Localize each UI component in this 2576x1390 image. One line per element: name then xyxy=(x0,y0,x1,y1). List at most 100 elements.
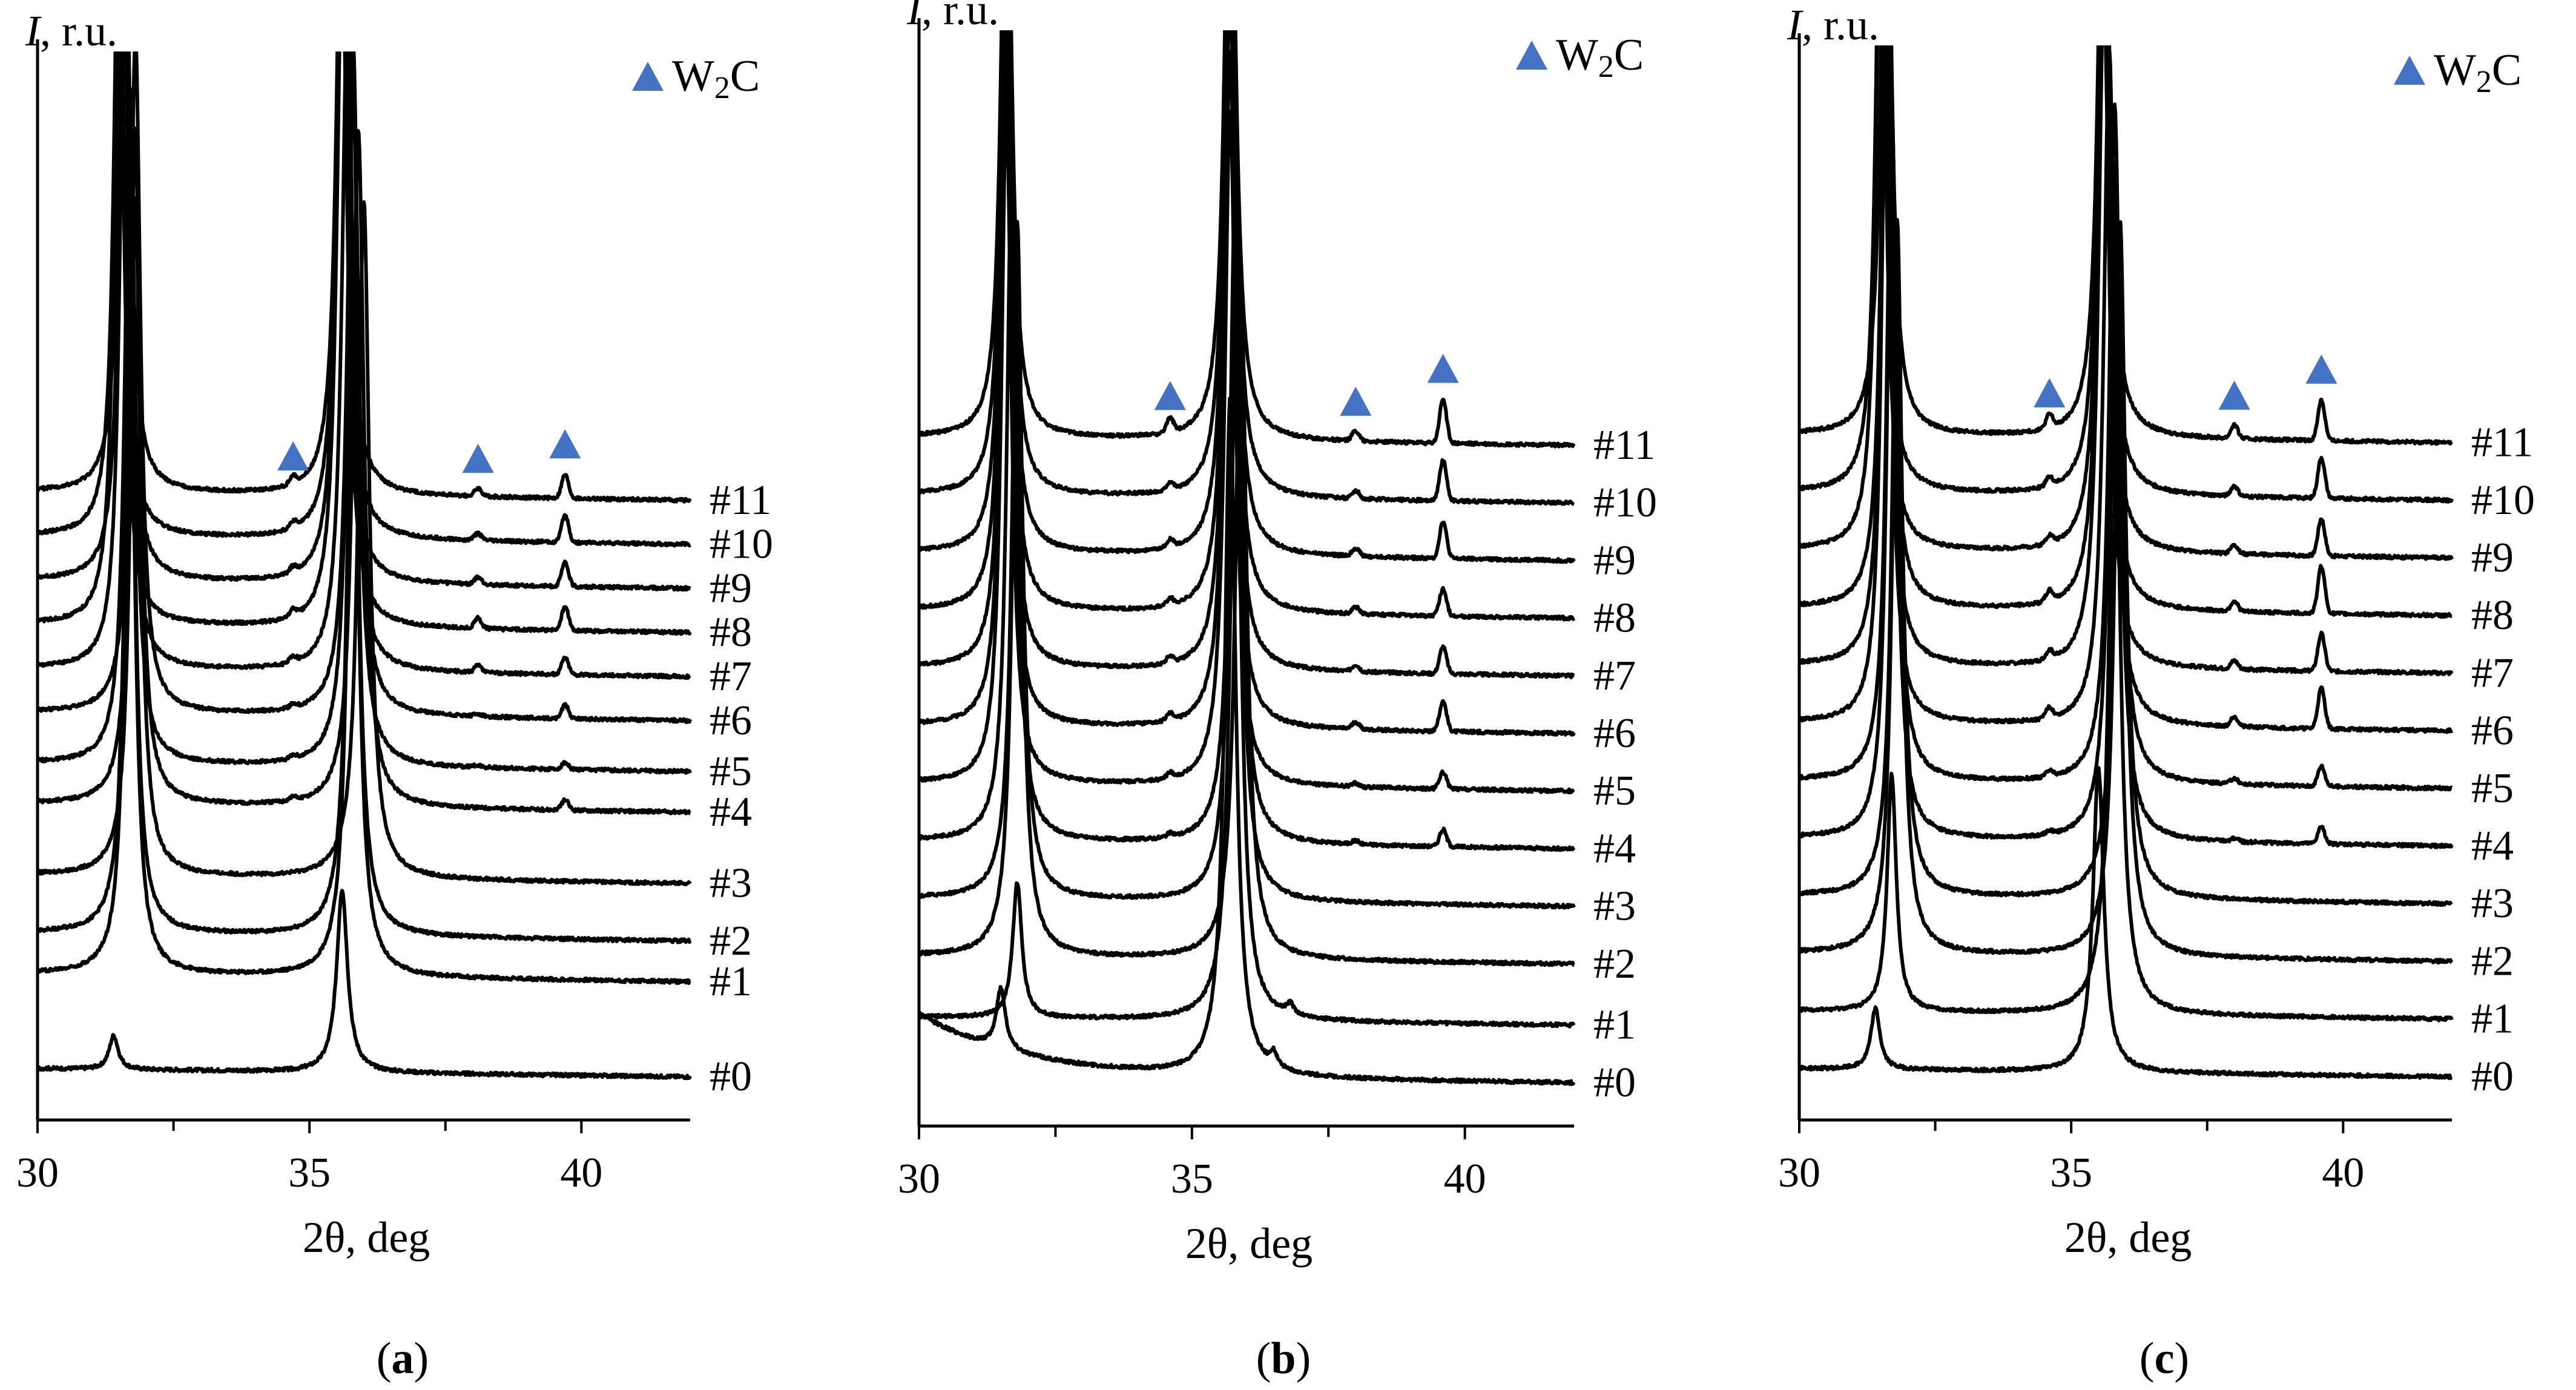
trace-n1 xyxy=(1799,335,2454,1023)
sample-label: #9 xyxy=(710,565,752,611)
trace-n10 xyxy=(1799,45,2454,504)
legend-w: W xyxy=(2434,45,2476,95)
sample-label: #0 xyxy=(1593,1059,1636,1106)
y-axis-unit: , r.u. xyxy=(1802,1,1879,49)
legend-label: W2C xyxy=(2434,45,2522,99)
x-tick-label: 30 xyxy=(16,1150,59,1196)
legend-triangle-icon xyxy=(2394,56,2425,85)
subfigure-letter: a xyxy=(392,1334,414,1383)
sample-label: #0 xyxy=(2471,1053,2514,1100)
trace-n1 xyxy=(38,295,691,986)
trace-n11 xyxy=(38,51,692,504)
y-axis-symbol: I xyxy=(906,0,923,34)
y-axis-title: I, r.u. xyxy=(906,0,999,34)
sample-label: #7 xyxy=(1593,653,1636,699)
x-tick-label: 30 xyxy=(1778,1150,1820,1196)
sample-label: #9 xyxy=(2471,535,2514,581)
sample-label: #8 xyxy=(2471,592,2514,639)
sample-label: #10 xyxy=(2471,477,2535,524)
y-axis-symbol: I xyxy=(1787,1,1804,49)
sample-label: #1 xyxy=(2471,996,2514,1042)
sample-label: #6 xyxy=(710,697,752,744)
trace-group xyxy=(38,51,692,1081)
x-tick-label: 40 xyxy=(2322,1150,2364,1196)
x-tick-label: 30 xyxy=(898,1156,940,1202)
trace-n8 xyxy=(1799,45,2453,619)
trace-n9 xyxy=(1799,45,2454,561)
x-axis-title: 2θ, deg xyxy=(1185,1219,1313,1268)
trace-n6 xyxy=(1799,45,2454,734)
triangle-icon xyxy=(1154,381,1186,410)
x-axis-title: 2θ, deg xyxy=(303,1213,430,1262)
triangle-icon xyxy=(462,443,494,473)
y-axis-unit: , r.u. xyxy=(921,0,999,34)
sample-label: #6 xyxy=(2471,708,2514,754)
x-tick-label: 40 xyxy=(560,1150,602,1196)
trace-n10 xyxy=(919,30,1575,506)
subfigure-label: (a) xyxy=(377,1334,429,1383)
sample-label: #8 xyxy=(710,609,752,656)
subfigure-label: (c) xyxy=(2140,1334,2189,1383)
y-axis-title: I, r.u. xyxy=(25,7,117,55)
trace-n4 xyxy=(919,164,1576,852)
subfigure-letter: b xyxy=(1271,1334,1296,1383)
sample-label: #0 xyxy=(710,1053,752,1100)
legend-label: W2C xyxy=(1556,30,1644,84)
legend-sub: 2 xyxy=(1598,50,1614,84)
sample-label: #5 xyxy=(2471,765,2514,812)
y-axis-symbol: I xyxy=(25,7,42,55)
legend-label: W2C xyxy=(672,51,760,105)
triangle-icon xyxy=(1340,386,1372,416)
sample-label: #6 xyxy=(1593,710,1636,757)
trace-n0 xyxy=(919,397,1576,1086)
x-axis-title: 2θ, deg xyxy=(2064,1213,2192,1262)
trace-n0 xyxy=(1799,766,2453,1081)
sample-label: #10 xyxy=(710,521,773,568)
legend-triangle-icon xyxy=(632,62,664,91)
sample-label: #10 xyxy=(1593,479,1657,526)
sample-label: #5 xyxy=(710,748,752,795)
sample-label: #4 xyxy=(1593,825,1636,872)
trace-n3 xyxy=(38,196,692,887)
sample-label: #11 xyxy=(2471,420,2533,466)
legend-w: W xyxy=(1556,30,1598,80)
sample-label: #3 xyxy=(2471,880,2514,927)
legend-triangle-icon xyxy=(1516,41,1547,70)
legend-w: W xyxy=(672,51,714,101)
sample-label: #1 xyxy=(710,958,752,1005)
x-tick-label: 35 xyxy=(2050,1150,2092,1196)
sample-label: #11 xyxy=(1593,422,1655,469)
trace-n8 xyxy=(919,30,1576,622)
legend-c: C xyxy=(1614,30,1644,80)
trace-n11 xyxy=(919,30,1576,449)
sample-label: #4 xyxy=(2471,823,2514,869)
trace-n2 xyxy=(38,254,692,944)
trace-n6 xyxy=(919,44,1576,737)
sample-label: #7 xyxy=(2471,650,2514,696)
sample-label: #5 xyxy=(1593,768,1636,814)
trace-n4 xyxy=(1799,159,2454,849)
sample-label: #1 xyxy=(1593,1002,1636,1049)
sample-label: #4 xyxy=(710,789,752,835)
y-axis-unit: , r.u. xyxy=(40,7,117,55)
sample-label: #3 xyxy=(710,860,752,907)
trace-n0 xyxy=(38,889,692,1081)
triangle-icon xyxy=(2034,378,2066,407)
sample-label: #8 xyxy=(1593,595,1636,642)
trace-n1 xyxy=(919,343,1576,1029)
triangle-icon xyxy=(549,429,581,459)
triangle-icon xyxy=(277,441,309,471)
panel-b: #0 #1 #2 #3 #4 #5 #6 #7 #8 #9 #10 #11 30 35 40 2θ, deg I… xyxy=(898,0,1657,1383)
triangle-icon xyxy=(2218,380,2250,410)
sample-label: #2 xyxy=(710,918,752,964)
x-tick-label: 35 xyxy=(288,1150,331,1196)
y-axis-title: I, r.u. xyxy=(1787,1,1879,49)
trace-n9 xyxy=(919,30,1576,564)
trace-n7 xyxy=(1799,45,2454,677)
panel-a: #0 #1#2 #3 #4#5#6#7#8#9#10#11 30 35 40 2θ, deg I… xyxy=(16,7,773,1383)
x-tick-label: 40 xyxy=(1444,1156,1486,1202)
trace-n6 xyxy=(38,51,692,724)
triangle-icon xyxy=(1427,354,1459,383)
subfigure-label: (b) xyxy=(1256,1334,1311,1383)
